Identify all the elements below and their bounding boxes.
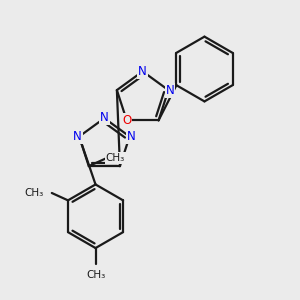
Text: N: N: [127, 130, 135, 143]
Text: CH₃: CH₃: [86, 270, 105, 280]
Text: N: N: [73, 130, 82, 143]
Text: N: N: [166, 84, 174, 97]
Text: CH₃: CH₃: [106, 153, 125, 163]
Text: O: O: [122, 114, 131, 127]
Text: N: N: [100, 111, 109, 124]
Text: CH₃: CH₃: [24, 188, 44, 198]
Text: N: N: [138, 65, 147, 78]
